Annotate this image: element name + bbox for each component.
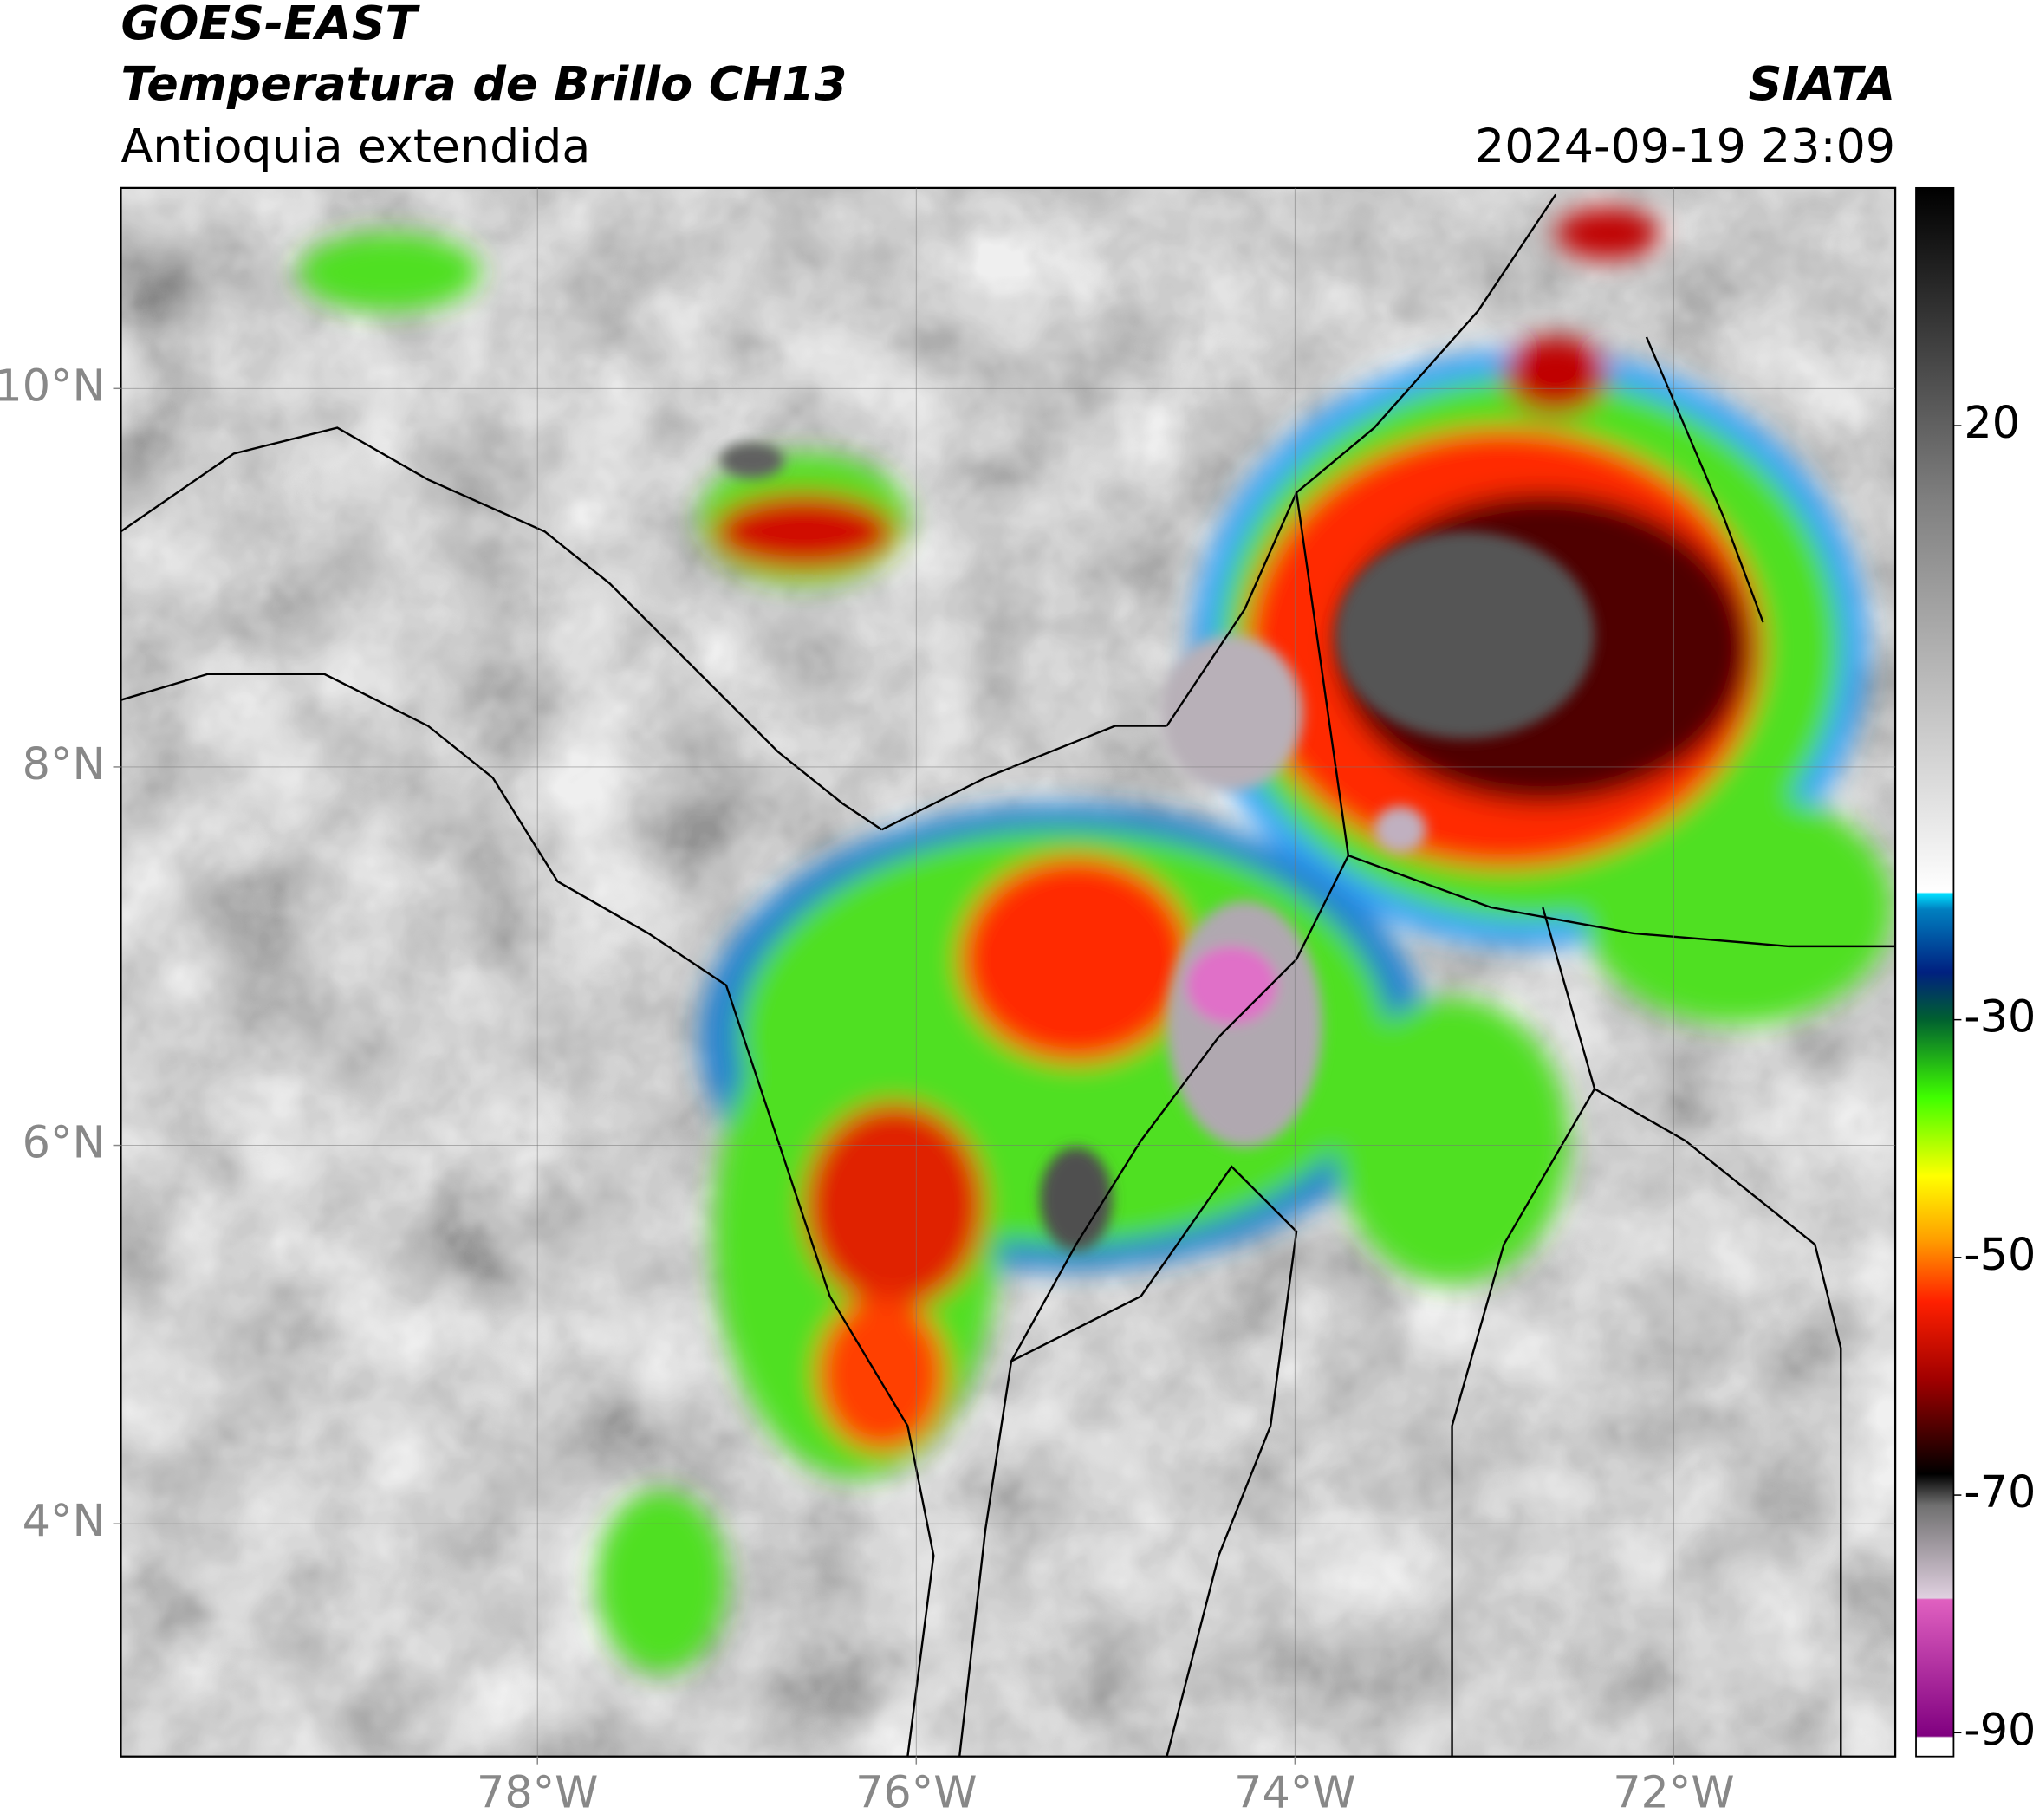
datetime: 2024-09-19 23:09 xyxy=(1475,119,1895,173)
y-tick-label: 8°N xyxy=(23,738,106,790)
x-tick-label: 74°W xyxy=(1234,1767,1355,1818)
colorbar-tick-label: -90 xyxy=(1964,1704,2033,1755)
subtitle: Temperatura de Brillo CH13 xyxy=(120,56,847,111)
y-tick-label: 4°N xyxy=(23,1495,106,1546)
x-tick-label: 78°W xyxy=(477,1767,598,1818)
map-frame xyxy=(120,186,1897,1758)
y-tick-label: 6°N xyxy=(23,1117,106,1168)
source: SIATA xyxy=(1749,56,1896,111)
x-tick-label: 72°W xyxy=(1613,1767,1734,1818)
colorbar-tick-label: -70 xyxy=(1964,1466,2033,1518)
colorbar xyxy=(1915,186,1955,1758)
title: GOES-EAST xyxy=(120,0,420,50)
satellite-image xyxy=(120,187,1896,1757)
x-tick-label: 76°W xyxy=(855,1767,977,1818)
graticule xyxy=(120,187,1896,1757)
region: Antioquia extendida xyxy=(120,119,590,173)
y-tick-label: 10°N xyxy=(0,360,106,411)
colorbar-tick-label: -50 xyxy=(1964,1229,2033,1280)
colorbar-tick-label: 20 xyxy=(1964,397,2020,448)
colorbar-tick-label: -30 xyxy=(1964,991,2033,1043)
